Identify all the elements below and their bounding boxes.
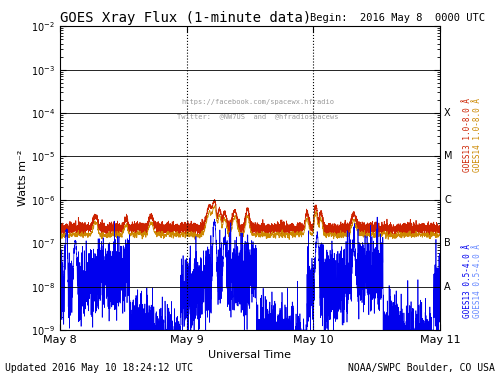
Text: GOES14 0.5-4.0 Å: GOES14 0.5-4.0 Å — [473, 244, 482, 318]
Text: NOAA/SWPC Boulder, CO USA: NOAA/SWPC Boulder, CO USA — [348, 363, 495, 373]
Text: GOES Xray Flux (1-minute data): GOES Xray Flux (1-minute data) — [60, 11, 311, 25]
Text: GOES13 0.5-4.0 Å: GOES13 0.5-4.0 Å — [463, 244, 472, 318]
Text: Twitter:  @NW7US  and  @hfradiospacews: Twitter: @NW7US and @hfradiospacews — [177, 114, 338, 120]
Y-axis label: Watts m⁻²: Watts m⁻² — [18, 150, 28, 206]
Text: Updated 2016 May 10 18:24:12 UTC: Updated 2016 May 10 18:24:12 UTC — [5, 363, 193, 373]
Text: X: X — [444, 108, 451, 118]
Text: Begin:  2016 May 8  0000 UTC: Begin: 2016 May 8 0000 UTC — [310, 13, 485, 23]
Text: https://facebook.com/spacewx.hfradio: https://facebook.com/spacewx.hfradio — [181, 99, 334, 105]
Text: M: M — [444, 152, 452, 161]
Text: C: C — [444, 195, 451, 205]
Text: GOES13 1.0-8.0 Å: GOES13 1.0-8.0 Å — [463, 98, 472, 172]
Text: B: B — [444, 238, 451, 248]
X-axis label: Universal Time: Universal Time — [208, 350, 292, 360]
Text: GOES14 1.0-8.0 Å: GOES14 1.0-8.0 Å — [473, 98, 482, 172]
Text: A: A — [444, 282, 451, 292]
